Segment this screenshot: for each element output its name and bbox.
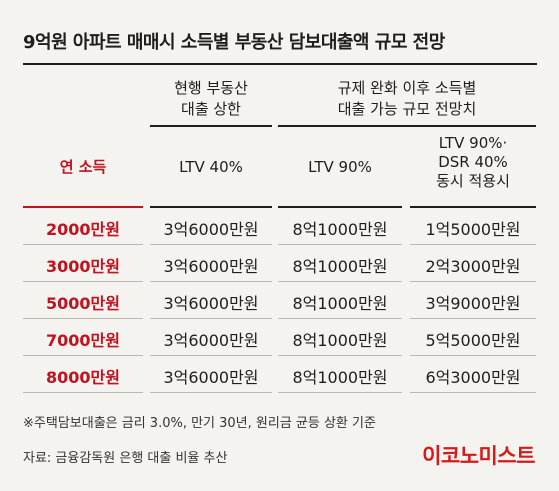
row-divider xyxy=(23,392,143,393)
cell-income: 2000만원 xyxy=(46,220,120,239)
row-divider xyxy=(278,318,402,319)
cell-dsr: 2억3000만원 xyxy=(425,257,521,276)
cell-ltv90: 8억1000만원 xyxy=(292,331,388,350)
header-after: 규제 완화 이후 소득별 대출 가능 규모 전망치 xyxy=(278,78,536,120)
title-rule xyxy=(23,63,537,65)
row-divider xyxy=(410,355,536,356)
subheader-dsr-line1: LTV 90%· xyxy=(438,134,508,152)
table-row: 3000만원 3억6000만원 8억1000만원 2억3000만원 xyxy=(0,245,559,282)
header-after-line2: 대출 가능 규모 전망치 xyxy=(337,100,477,118)
cell-current: 3억6000만원 xyxy=(163,368,259,387)
column-rule-ltv xyxy=(278,206,402,208)
income-header-rule xyxy=(23,206,143,208)
header-after-rule xyxy=(278,125,536,127)
table-row: 2000만원 3억6000만원 8억1000만원 1억5000만원 xyxy=(0,208,559,245)
cell-dsr: 6억3000만원 xyxy=(425,368,521,387)
source-text: 자료: 금융감독원 은행 대출 비율 추산 xyxy=(23,451,228,466)
header-after-line1: 규제 완화 이후 소득별 xyxy=(337,79,477,97)
row-divider xyxy=(150,355,272,356)
subheader-current: LTV 40% xyxy=(179,158,243,176)
row-divider xyxy=(23,318,143,319)
row-divider xyxy=(410,244,536,245)
subheader-ltv: LTV 90% xyxy=(308,158,372,176)
cell-ltv90: 8억1000만원 xyxy=(292,368,388,387)
row-divider xyxy=(23,355,143,356)
column-rule-dsr xyxy=(410,206,536,208)
cell-current: 3억6000만원 xyxy=(163,294,259,313)
row-divider xyxy=(278,244,402,245)
subheader-dsr-line2: DSR 40% xyxy=(438,153,508,171)
row-divider xyxy=(23,281,143,282)
cell-current: 3억6000만원 xyxy=(163,220,259,239)
row-divider xyxy=(278,355,402,356)
cell-dsr: 5억5000만원 xyxy=(425,331,521,350)
row-divider xyxy=(410,281,536,282)
header-current: 현행 부동산 대출 상한 xyxy=(150,78,272,120)
row-divider xyxy=(410,318,536,319)
subheader-income: 연 소득 xyxy=(59,158,107,176)
row-divider xyxy=(278,392,402,393)
row-divider xyxy=(23,244,143,245)
header-current-rule xyxy=(150,125,272,127)
row-divider xyxy=(150,281,272,282)
cell-income: 5000만원 xyxy=(46,294,120,313)
header-current-line2: 대출 상한 xyxy=(181,100,241,118)
cell-current: 3억6000만원 xyxy=(163,257,259,276)
row-divider xyxy=(150,244,272,245)
row-divider xyxy=(150,392,272,393)
cell-income: 7000만원 xyxy=(46,331,120,350)
economist-logo: 이코노미스트 xyxy=(422,444,535,468)
row-divider xyxy=(150,318,272,319)
subheader-dsr-line3: 동시 적용시 xyxy=(436,172,510,190)
table-row: 5000만원 3억6000만원 8억1000만원 3억9000만원 xyxy=(0,282,559,319)
row-divider xyxy=(410,392,536,393)
cell-income: 3000만원 xyxy=(46,257,120,276)
cell-current: 3억6000만원 xyxy=(163,331,259,350)
table-row: 7000만원 3억6000만원 8억1000만원 5억5000만원 xyxy=(0,319,559,356)
column-rule-current xyxy=(150,206,272,208)
cell-ltv90: 8억1000만원 xyxy=(292,220,388,239)
header-current-line1: 현행 부동산 xyxy=(174,79,248,97)
table-row: 8000만원 3억6000만원 8억1000만원 6억3000만원 xyxy=(0,356,559,393)
cell-ltv90: 8억1000만원 xyxy=(292,257,388,276)
cell-ltv90: 8억1000만원 xyxy=(292,294,388,313)
cell-dsr: 1억5000만원 xyxy=(425,220,521,239)
row-divider xyxy=(278,281,402,282)
footnote: ※주택담보대출은 금리 3.0%, 만기 30년, 원리금 균등 상환 기준 xyxy=(23,416,376,431)
subheader-dsr: LTV 90%· DSR 40% 동시 적용시 xyxy=(410,134,536,191)
cell-income: 8000만원 xyxy=(46,368,120,387)
cell-dsr: 3억9000만원 xyxy=(425,294,521,313)
chart-title: 9억원 아파트 매매시 소득별 부동산 담보대출액 규모 전망 xyxy=(23,32,445,53)
